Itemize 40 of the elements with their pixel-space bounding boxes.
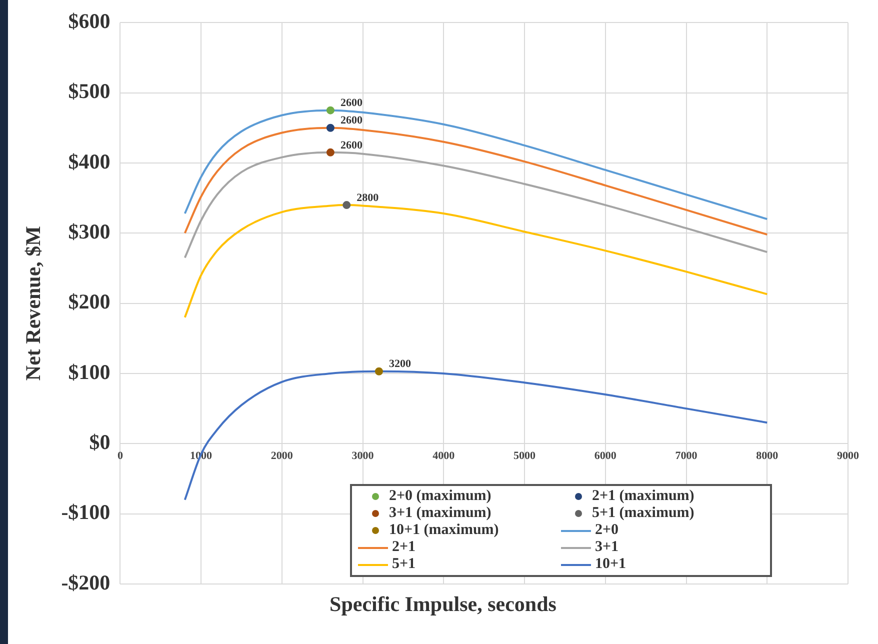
y-tick-label: $600 (68, 9, 110, 34)
legend-label: 10+1 (595, 556, 626, 573)
x-tick-label: 7000 (675, 450, 698, 462)
annotation: 2800 (356, 192, 380, 204)
point (326, 124, 334, 132)
y-tick-label: $400 (68, 149, 110, 174)
x-tick-label: 4000 (432, 450, 456, 462)
x-tick-label: 5000 (514, 450, 536, 462)
x-tick-label: 8000 (756, 450, 779, 462)
legend-label: 3+1 (maximum) (389, 505, 492, 522)
x-tick-label: 2000 (270, 450, 294, 462)
legend-label: 10+1 (maximum) (389, 522, 499, 539)
legend-label: 5+1 (maximum) (592, 505, 694, 522)
point (374, 367, 383, 376)
y-tick-label: $100 (68, 360, 110, 384)
x-tick-label: 3000 (352, 450, 374, 462)
y-tick-label: $200 (68, 290, 110, 314)
legend-label: 2+1 (maximum) (592, 488, 694, 505)
annotation: 2600 (340, 139, 363, 152)
point (326, 106, 334, 114)
y-tick-label: $0 (89, 430, 110, 454)
point (342, 201, 351, 210)
y-tick-label: -$100 (61, 500, 110, 524)
y-tick-label: -$200 (61, 570, 110, 594)
legend-label: 2+1 (392, 539, 416, 556)
legend-label: 2+0 (maximum) (389, 488, 492, 505)
y-tick-label: $500 (68, 79, 110, 104)
x-tick-label: 0 (117, 450, 124, 462)
x-tick-label: 6000 (594, 450, 617, 462)
annotation: 2600 (340, 114, 363, 127)
legend-label: 3+1 (595, 539, 619, 556)
y-tick-label: $300 (68, 220, 110, 244)
y-axis-title: Net Revenue, $M (21, 226, 46, 381)
annotation: 3200 (388, 358, 412, 370)
x-tick-label: 9000 (837, 450, 860, 462)
legend-label: 2+0 (595, 522, 619, 539)
annotation: 2600 (340, 97, 363, 110)
point (326, 148, 334, 156)
x-axis-title: Specific Impulse, seconds (330, 592, 556, 616)
legend-label: 5+1 (392, 556, 416, 573)
